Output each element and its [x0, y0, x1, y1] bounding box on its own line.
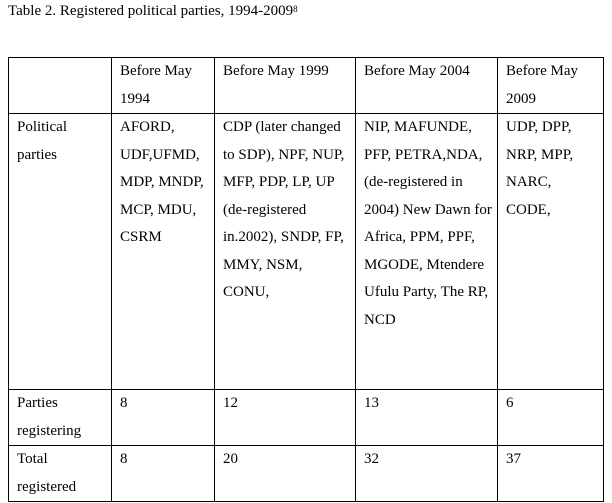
table-row-total-registered: Total registered 8 20 32 37 — [8, 445, 604, 502]
header-cell-corner — [8, 57, 112, 114]
parties-cell-1994: AFORD, UDF,UFMD, MDP, MNDP, MCP, MDU, CS… — [111, 113, 215, 390]
table-row-political-parties: Political parties AFORD, UDF,UFMD, MDP, … — [8, 113, 604, 390]
parties-cell-2009: UDP, DPP, NRP, MPP, NARC, CODE, — [497, 113, 604, 390]
header-cell-1994: Before May 1994 — [111, 57, 215, 114]
header-cell-2009: Before May 2009 — [497, 57, 604, 114]
total-cell-2009: 37 — [497, 445, 604, 502]
table-row-parties-registering: Parties registering 8 12 13 6 — [8, 389, 604, 446]
caption-text: Table 2. Registered political parties, 1… — [8, 3, 294, 19]
parties-cell-2004: NIP, MAFUNDE, PFP, PETRA,NDA, (de-regist… — [355, 113, 498, 390]
parties-table: Before May 1994 Before May 1999 Before M… — [8, 57, 604, 502]
row-label-political-parties: Political parties — [8, 113, 112, 390]
total-cell-2004: 32 — [355, 445, 498, 502]
row-label-total-registered: Total registered — [8, 445, 112, 502]
registering-cell-1994: 8 — [111, 389, 215, 446]
table-header-row: Before May 1994 Before May 1999 Before M… — [8, 57, 604, 114]
registering-cell-2004: 13 — [355, 389, 498, 446]
row-label-parties-registering: Parties registering — [8, 389, 112, 446]
header-cell-2004: Before May 2004 — [355, 57, 498, 114]
parties-cell-1999: CDP (later changed to SDP), NPF, NUP, MF… — [214, 113, 356, 390]
registering-cell-1999: 12 — [214, 389, 356, 446]
footnote-mark: 8 — [293, 4, 298, 14]
registering-cell-2009: 6 — [497, 389, 604, 446]
total-cell-1994: 8 — [111, 445, 215, 502]
total-cell-1999: 20 — [214, 445, 356, 502]
table-caption: Table 2. Registered political parties, 1… — [8, 1, 298, 21]
header-cell-1999: Before May 1999 — [214, 57, 356, 114]
